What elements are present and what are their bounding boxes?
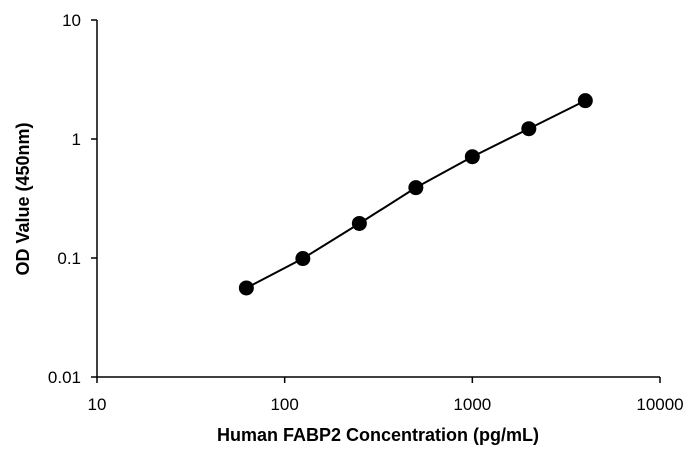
x-axis-ticks: 10 100 1000 10000 bbox=[88, 377, 684, 414]
data-point bbox=[351, 215, 367, 231]
y-tick-label: 0.01 bbox=[48, 368, 81, 387]
data-point bbox=[408, 180, 424, 196]
series-layer bbox=[238, 93, 593, 296]
x-axis-title: Human FABP2 Concentration (pg/mL) bbox=[217, 425, 539, 445]
data-point bbox=[295, 251, 311, 267]
x-tick-label: 10000 bbox=[636, 395, 683, 414]
y-axis-title: OD Value (450nm) bbox=[13, 122, 33, 275]
y-tick-label: 0.1 bbox=[57, 249, 81, 268]
data-point bbox=[521, 121, 537, 137]
x-tick-label: 10 bbox=[88, 395, 107, 414]
data-point bbox=[238, 280, 254, 296]
y-tick-label: 1 bbox=[72, 130, 81, 149]
y-tick-label: 10 bbox=[62, 11, 81, 30]
y-axis-ticks: 0.01 0.1 1 10 bbox=[48, 11, 97, 387]
axes-layer: 10 100 1000 10000 0.01 0.1 1 10 bbox=[48, 11, 684, 414]
data-point bbox=[577, 93, 593, 109]
data-point bbox=[464, 149, 480, 165]
x-tick-label: 100 bbox=[270, 395, 298, 414]
x-tick-label: 1000 bbox=[453, 395, 491, 414]
